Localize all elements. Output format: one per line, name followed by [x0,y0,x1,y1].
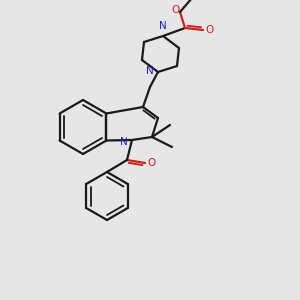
Text: N: N [146,66,154,76]
Text: O: O [206,25,214,35]
Text: O: O [148,158,156,168]
Text: N: N [120,137,128,147]
Text: N: N [159,21,167,31]
Text: O: O [171,5,179,15]
